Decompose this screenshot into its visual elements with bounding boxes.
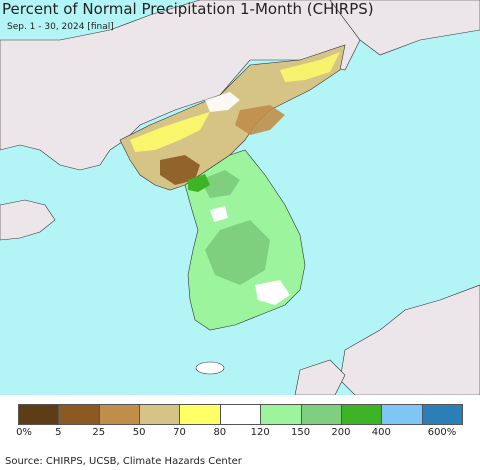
legend-swatch	[18, 404, 60, 425]
legend-swatch	[98, 404, 141, 425]
nk-yellow-zone-2	[280, 52, 340, 82]
mainland-china	[0, 0, 361, 171]
legend-swatch	[421, 404, 463, 425]
legend-swatch	[139, 404, 181, 425]
sk-green-zone-2	[200, 170, 240, 198]
legend-tick-label: 50	[132, 427, 146, 438]
legend-swatch	[260, 404, 302, 425]
legend: 0% 5 25 50 70 80 120 150 200 400 600%	[0, 395, 480, 445]
legend-swatch	[219, 404, 262, 425]
legend-swatch	[340, 404, 383, 425]
nk-white-zone	[205, 92, 240, 112]
legend-tick-label: 600%	[427, 427, 457, 438]
map-subtitle: Sep. 1 - 30, 2024 [final]	[7, 22, 114, 32]
russia-far-east	[329, 0, 480, 56]
legend-tick-label: 80	[213, 427, 227, 438]
legend-tick-label: 0%	[16, 427, 32, 438]
sk-white-zone-2	[210, 206, 228, 222]
nk-brown-zone	[235, 105, 285, 135]
legend-swatch	[300, 404, 342, 425]
legend-tick-label: 120	[250, 427, 270, 438]
jeju-island	[195, 361, 225, 375]
sk-dark-green-zone	[188, 174, 210, 192]
legend-tick-label: 5	[55, 427, 62, 438]
japan-kyushu	[294, 359, 346, 395]
legend-swatch	[58, 404, 100, 425]
legend-tick-label: 400	[371, 427, 391, 438]
legend-tick-label: 70	[173, 427, 186, 438]
legend-tick-label: 25	[92, 427, 106, 438]
nk-dark-zone	[160, 155, 200, 185]
nk-yellow-zone	[130, 112, 210, 152]
precipitation-map	[0, 0, 480, 395]
japan	[339, 284, 480, 395]
source-note: Source: CHIRPS, UCSB, Climate Hazards Ce…	[5, 456, 242, 467]
sk-green-zone	[205, 220, 270, 285]
legend-swatch	[381, 404, 423, 425]
legend-tick-label: 200	[331, 427, 351, 438]
shandong-peninsula	[0, 199, 56, 241]
legend-tick-label: 150	[290, 427, 311, 438]
legend-swatch	[179, 404, 221, 425]
sk-white-zone	[255, 280, 290, 305]
map-title: Percent of Normal Precipitation 1-Month …	[2, 0, 374, 18]
